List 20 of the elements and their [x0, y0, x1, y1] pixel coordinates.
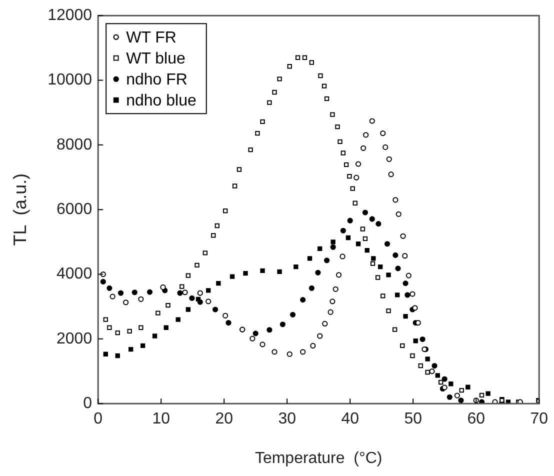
legend-label: WT blue [126, 50, 186, 68]
y-tick-label: 10000 [48, 72, 92, 89]
x-tick-label: 40 [341, 410, 360, 428]
legend-label: ndho FR [126, 72, 188, 89]
x-tick-label: 70 [530, 410, 548, 428]
x-tick-label: 50 [404, 410, 422, 428]
x-tick-label: 10 [152, 410, 170, 428]
y-axis-title: TL (a.u.) [10, 173, 30, 246]
y-tick-label: 2000 [56, 330, 92, 348]
y-tick-label: 4000 [56, 266, 92, 283]
legend-label: ndho blue [126, 92, 196, 110]
y-tick-label: 12000 [48, 7, 92, 24]
legend-label: WT FR [126, 30, 176, 47]
y-tick-label: 8000 [56, 136, 92, 154]
y-tick-label: 6000 [56, 201, 92, 218]
x-tick-label: 60 [467, 410, 486, 428]
x-axis-title: Temperature (°C) [254, 450, 382, 467]
y-tick-label: 0 [83, 395, 92, 412]
x-tick-label: 20 [215, 410, 234, 428]
x-tick-label: 30 [278, 410, 296, 428]
